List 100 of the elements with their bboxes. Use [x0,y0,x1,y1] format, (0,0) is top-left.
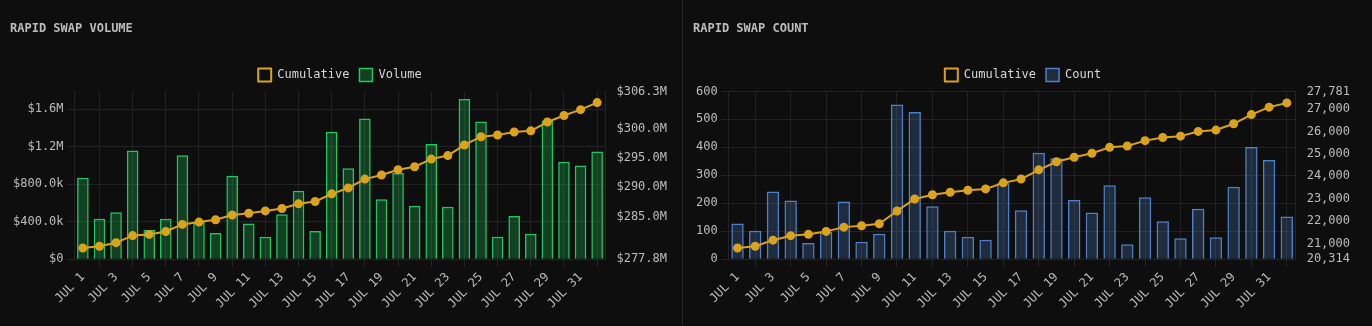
point [343,183,353,193]
point [1193,126,1203,136]
bar [475,121,487,259]
y-tick-label: 400 [695,139,718,154]
bar [943,230,957,259]
point [194,217,204,227]
point [376,170,386,180]
point [927,190,937,200]
y2-tick-label: $295.0M [616,150,668,165]
point [1034,165,1044,175]
y2-tick-label: 23,000 [1306,190,1351,205]
y2-tick-label: 22,000 [1306,213,1351,228]
bar [508,216,520,259]
point [78,243,88,253]
y2-tick-label: 27,000 [1306,101,1351,116]
point [592,98,602,108]
point [542,117,552,127]
x-tick-label: JUL 5 [118,269,154,306]
point [476,132,486,142]
bar [591,151,603,259]
point [260,206,270,216]
bar [1014,210,1028,259]
bar [1209,237,1223,259]
bar [1192,208,1205,259]
point [1105,142,1115,152]
point [1175,131,1185,141]
y-tick-label: $400.0k [12,213,65,228]
point [910,194,920,204]
bar [392,172,404,259]
y2-tick-label: 25,000 [1306,146,1351,161]
point [1122,141,1132,151]
y-tick-label: 500 [695,111,718,126]
y2-tick-label: $290.0M [616,179,668,194]
bar [1085,212,1099,259]
y-tick-label: 200 [695,195,718,210]
point [509,127,519,137]
chart-title: RAPID SWAP VOLUME [10,21,133,36]
point [277,204,287,214]
bar [1174,238,1187,259]
y2-tick-label: $306.3M [616,83,668,98]
point [144,229,154,239]
point [559,111,569,121]
point [327,189,337,199]
y-tick-label: $1.6M [27,101,64,116]
x-tick-label: JUL 5 [777,269,813,306]
point [1246,110,1256,120]
point [426,154,436,164]
legend-label: Cumulative [963,67,1037,82]
y-tick-label: 0 [710,251,718,266]
bar [908,112,921,259]
y2-tick-label: $277.8M [616,251,668,266]
x-tick-label: JUL 1 [706,269,742,306]
bar [1227,186,1240,259]
bar [242,223,255,259]
point [874,219,884,229]
point [786,231,796,241]
point [94,241,104,251]
point [211,215,221,225]
bar [1156,221,1169,259]
bar [961,236,975,259]
point [768,235,778,245]
y2-tick-label: 26,000 [1306,123,1351,138]
bar [1138,197,1152,259]
point [998,178,1008,188]
bar [276,214,288,259]
bar [541,120,554,259]
y-tick-label: $0 [49,251,64,266]
point [1016,174,1026,184]
point [733,243,743,253]
point [410,162,420,172]
x-tick-label: JUL 7 [151,269,187,306]
bar [1067,199,1081,259]
legend-label: Count [1065,67,1102,82]
y-tick-label: 600 [695,83,718,98]
point [1211,125,1221,135]
y2-tick-label: 24,000 [1306,168,1351,183]
point [310,196,320,206]
point [981,184,991,194]
y-tick-label: $1.2M [27,138,64,153]
bar [259,236,272,259]
point [945,187,955,197]
bar [442,206,454,259]
bar [524,233,537,259]
bar [558,161,570,259]
point [803,229,813,239]
legend-label: Volume [378,67,422,82]
point [1158,132,1168,142]
point [294,199,304,209]
point [161,227,171,236]
y-tick-label: $800.0k [12,176,65,191]
bar [997,182,1010,259]
point [393,165,403,175]
bar [873,233,886,259]
y-tick-label: 300 [695,167,718,182]
point [821,226,831,236]
point [244,208,254,218]
point [526,126,536,136]
point [1087,148,1097,158]
point [227,210,237,220]
point [1140,136,1150,146]
